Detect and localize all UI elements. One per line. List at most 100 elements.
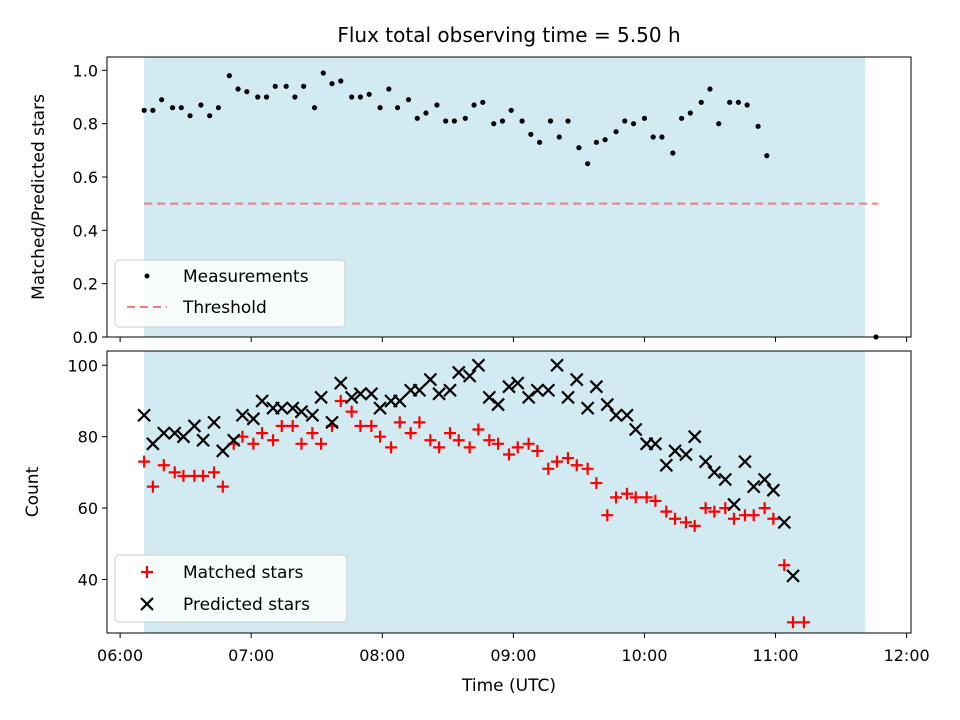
predicted-star-point <box>187 419 202 433</box>
measurement-point <box>462 115 468 121</box>
ratio-y-tick-label: 1.0 <box>73 61 98 80</box>
measurement-point <box>405 97 412 103</box>
measurement-point <box>528 131 534 137</box>
x-axis-label: Time (UTC) <box>461 676 556 696</box>
predicted-star-point <box>353 387 368 401</box>
matched-star-point <box>208 466 221 479</box>
ratio-y-tick-label: 0.4 <box>73 221 98 240</box>
measurement-point <box>547 118 554 124</box>
matched-star-point <box>295 437 308 450</box>
ratio-x-ticks <box>119 337 908 342</box>
measurement-point <box>565 118 571 124</box>
matched-star-point <box>797 616 810 629</box>
measurement-point <box>349 94 355 100</box>
matched-star-point <box>522 437 535 450</box>
measurement-point <box>226 73 232 79</box>
count-y-tick-label: 60 <box>78 499 98 518</box>
predicted-star-point <box>491 397 505 412</box>
measurement-point <box>491 121 497 127</box>
ratio-y-tick-label: 0.6 <box>73 168 98 187</box>
predicted-star-point <box>580 401 595 415</box>
measurement-point <box>641 115 648 121</box>
measurement-point <box>394 105 401 111</box>
measurement-point <box>451 118 457 124</box>
matched-star-point <box>365 419 378 432</box>
matched-star-point <box>629 491 642 504</box>
count-y-axis-label: Count <box>23 466 43 517</box>
predicted-star-point <box>589 379 604 394</box>
measurement-point <box>556 134 562 140</box>
count-y-tick-label: 100 <box>67 356 98 375</box>
predicted-star-point <box>471 358 486 373</box>
matched-star-point <box>610 491 623 504</box>
matched-star-point <box>157 459 170 472</box>
measurement-point <box>480 99 486 105</box>
measurement-point <box>443 118 449 124</box>
count-x-tick-label: 07:00 <box>228 646 274 665</box>
ratio-y-tick-label: 0.0 <box>73 328 98 347</box>
legend-predicted-marker <box>140 597 154 611</box>
predicted-star-point <box>738 454 752 469</box>
predicted-star-point <box>786 569 800 583</box>
matched-star-point <box>197 469 210 482</box>
measurement-point <box>576 145 582 151</box>
measurement-point <box>650 134 656 140</box>
predicted-star-point <box>766 483 781 497</box>
legend-measurements-label: Measurements <box>183 267 309 287</box>
measurement-point <box>659 134 665 140</box>
matched-star-point <box>511 441 524 454</box>
predicted-star-points <box>137 358 800 583</box>
predicted-star-point <box>757 472 772 487</box>
measurement-point <box>727 99 733 105</box>
matched-star-point <box>247 437 260 450</box>
count-x-tick-label: 10:00 <box>621 646 667 665</box>
matched-star-point <box>688 519 701 532</box>
measurement-point <box>755 123 761 129</box>
measurement-point <box>329 81 335 87</box>
measurement-point <box>159 97 165 103</box>
measurement-point <box>169 105 176 111</box>
predicted-star-point <box>620 408 634 423</box>
predicted-star-point <box>216 444 230 458</box>
ratio-panel: 0.0 0.2 0.4 0.6 0.8 1.0 Flux total observing … <box>29 23 912 347</box>
matched-star-point <box>345 405 358 418</box>
legend-matched-marker <box>141 566 153 578</box>
legend-measurements-marker <box>144 273 150 279</box>
measurement-point <box>423 110 429 116</box>
count-y-ticks: 40 60 80 100 <box>67 356 107 589</box>
legend-threshold-label: Threshold <box>182 298 267 318</box>
matched-star-point <box>433 441 446 454</box>
predicted-star-point <box>412 383 427 398</box>
matched-star-point <box>354 419 367 432</box>
predicted-star-point <box>333 376 348 390</box>
measurement-point <box>622 118 628 124</box>
matched-star-point <box>444 427 457 440</box>
predicted-star-point <box>392 394 407 408</box>
matched-star-point <box>404 427 417 440</box>
predicted-star-point <box>157 426 171 440</box>
matched-star-point <box>216 480 229 493</box>
measurement-point <box>357 94 364 100</box>
predicted-star-point <box>628 422 643 437</box>
count-plot-frame <box>106 350 912 634</box>
measurement-point <box>301 83 307 89</box>
count-x-tick-label: 12:00 <box>884 646 930 665</box>
predicted-star-point <box>698 454 713 469</box>
measurement-point <box>292 94 298 100</box>
predicted-star-point <box>294 404 309 419</box>
predicted-star-point <box>285 401 300 415</box>
matched-star-point <box>168 466 181 479</box>
count-x-ticks: 06:00 07:00 08:00 09:00 10:00 11:00 12:00 <box>97 633 930 665</box>
matched-star-point <box>483 434 496 447</box>
matched-star-point <box>334 394 347 407</box>
chart-title: Flux total observing time = 5.50 h <box>337 23 680 47</box>
predicted-star-point <box>305 408 320 423</box>
measurement-point <box>215 105 222 111</box>
matched-star-point <box>649 494 662 507</box>
measurement-point <box>141 107 147 113</box>
predicted-star-point <box>423 372 438 387</box>
measurement-point <box>338 78 344 84</box>
predicted-star-point <box>659 458 674 473</box>
legend-predicted-label: Predicted stars <box>183 595 310 615</box>
matched-star-point <box>620 487 633 500</box>
